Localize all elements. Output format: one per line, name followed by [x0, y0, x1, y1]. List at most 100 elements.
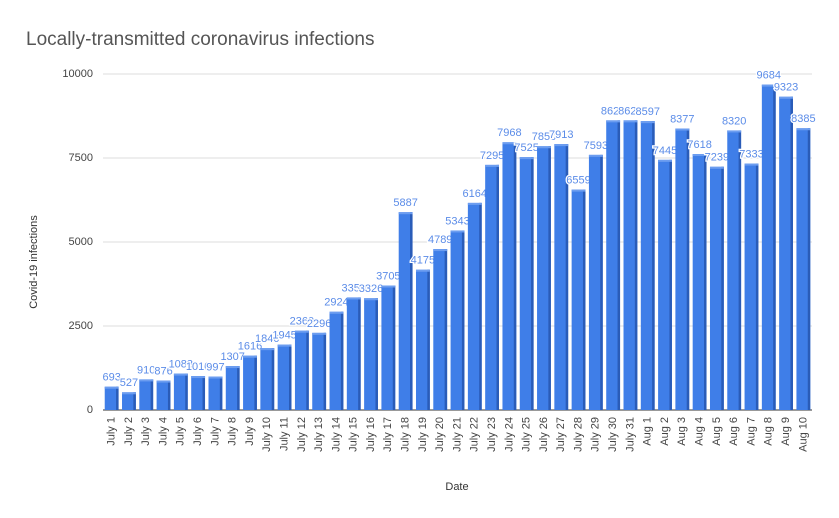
data-label: 7968 — [497, 127, 521, 139]
bar — [606, 120, 621, 411]
y-tick-label: 5000 — [69, 236, 93, 248]
bar — [554, 144, 569, 410]
bar-top — [225, 366, 240, 369]
bar — [692, 154, 707, 410]
bar-side — [288, 344, 292, 410]
data-label: 527 — [120, 377, 138, 389]
bar-top — [433, 249, 448, 252]
data-label: 7525 — [514, 142, 538, 154]
bar-top — [173, 373, 188, 376]
bar-side — [202, 376, 206, 410]
bar — [709, 166, 724, 410]
bar-top — [675, 128, 690, 131]
bar — [294, 330, 309, 410]
bar — [485, 164, 500, 410]
x-tick-label: Aug 9 — [780, 417, 792, 446]
bar — [675, 128, 690, 410]
x-tick-label: July 21 — [451, 417, 463, 452]
bar-top — [139, 379, 154, 382]
bar-top — [277, 344, 292, 347]
bar — [208, 376, 223, 410]
x-tick-label: Aug 10 — [797, 417, 809, 452]
data-label: 7295 — [480, 150, 504, 162]
data-label: 7618 — [687, 139, 711, 151]
bar — [364, 298, 378, 410]
data-label: 7850 — [532, 131, 556, 143]
bar-side — [219, 376, 223, 410]
data-label: 7239 — [705, 152, 729, 164]
bar-side — [375, 298, 378, 410]
x-tick-label: July 17 — [382, 417, 394, 452]
x-tick-label: Aug 6 — [728, 417, 740, 446]
bar-top — [104, 386, 119, 389]
data-label: 8620 — [618, 105, 642, 117]
bar — [346, 297, 361, 410]
y-tick-label: 10000 — [62, 68, 93, 80]
x-tick-label: July 6 — [192, 417, 204, 446]
bar — [433, 249, 448, 410]
bar-top — [692, 154, 707, 157]
bar — [727, 130, 742, 410]
bar-side — [686, 128, 690, 410]
x-tick-label: July 5 — [175, 417, 187, 446]
bar-side — [306, 330, 309, 410]
bar-side — [479, 202, 482, 410]
bar-side — [773, 84, 776, 410]
bar-top — [588, 154, 603, 157]
bar-top — [415, 269, 430, 272]
y-tick-label: 0 — [87, 404, 93, 416]
x-tick-label: July 14 — [330, 417, 342, 452]
x-tick-label: July 10 — [261, 417, 273, 452]
bar-top — [122, 392, 136, 395]
bar-top — [329, 311, 344, 314]
data-label: 7445 — [653, 145, 677, 157]
bar-side — [721, 166, 724, 410]
x-tick-label: Aug 2 — [659, 417, 671, 446]
x-tick-label: July 2 — [123, 417, 135, 446]
data-label: 1945 — [272, 330, 296, 342]
x-tick-label: July 20 — [434, 417, 446, 452]
bar — [623, 120, 638, 411]
bar-side — [427, 269, 430, 410]
x-tick-label: July 8 — [227, 417, 239, 446]
x-tick-label: July 25 — [521, 417, 533, 452]
bar-top — [312, 332, 327, 335]
x-tick-label: July 30 — [607, 417, 619, 452]
bar-top — [519, 157, 534, 160]
bar-top — [640, 121, 655, 124]
bar-side — [531, 157, 534, 410]
bar-top — [191, 376, 206, 379]
bar — [744, 163, 759, 410]
data-label: 8377 — [670, 113, 694, 125]
bar-top — [208, 376, 223, 379]
x-tick-label: July 19 — [417, 417, 429, 452]
bar-top — [744, 163, 759, 166]
data-label: 8385 — [791, 113, 815, 125]
bar — [260, 348, 275, 410]
bar-top — [779, 96, 793, 99]
data-label: 3350 — [342, 282, 366, 294]
x-tick-label: Aug 5 — [711, 417, 723, 446]
x-tick-label: July 12 — [296, 417, 308, 452]
x-tick-label: July 4 — [157, 417, 169, 446]
x-tick-label: July 13 — [313, 417, 325, 452]
data-label: 910 — [137, 364, 155, 376]
bar — [519, 157, 534, 410]
bar — [225, 366, 240, 410]
data-label: 6164 — [463, 188, 487, 200]
data-label: 8320 — [722, 115, 746, 127]
x-tick-label: July 27 — [555, 417, 567, 452]
bar-side — [271, 348, 275, 410]
data-label: 1307 — [220, 351, 244, 363]
x-tick-label: July 23 — [486, 417, 498, 452]
data-label: 1840 — [255, 333, 279, 345]
bar-top — [727, 130, 742, 133]
bar-side — [150, 379, 154, 410]
bar — [122, 392, 136, 410]
bar-top — [554, 144, 569, 147]
bar-top — [346, 297, 361, 300]
x-tick-label: Aug 7 — [745, 417, 757, 446]
data-label: 693 — [102, 372, 120, 384]
y-axis-label: Covid-19 infections — [28, 215, 40, 309]
data-label: 5887 — [393, 197, 417, 209]
